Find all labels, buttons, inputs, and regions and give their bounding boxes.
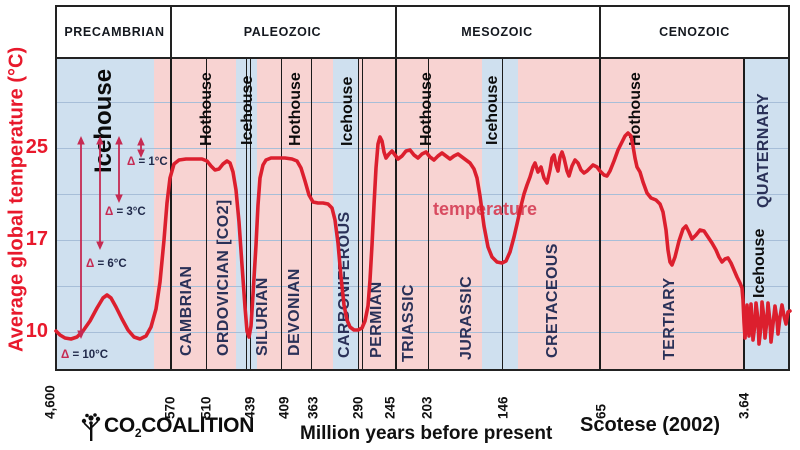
icehouse-label: Icehouse bbox=[239, 75, 256, 145]
period-boundary-line bbox=[358, 57, 359, 371]
y-tick-label: 25 bbox=[25, 136, 48, 158]
period-label-quaternary: QUATERNARY bbox=[755, 92, 772, 208]
co2-coalition-logo: CO2COALITION bbox=[80, 412, 254, 442]
icehouse-label: Icehouse bbox=[484, 75, 501, 145]
y-tick-label: 17 bbox=[25, 228, 48, 250]
period-label-ordovician-co2: ORDOVICIAN [CO2] bbox=[215, 199, 232, 356]
x-tick-label: 439 bbox=[242, 396, 258, 419]
period-label-triassic: TRIASSIC bbox=[400, 284, 417, 362]
x-tick-label: 570 bbox=[162, 396, 178, 419]
delta-value: = 1°C bbox=[135, 156, 168, 168]
icehouse-label: Icehouse bbox=[751, 228, 768, 298]
x-tick-label: 3.64 bbox=[736, 392, 752, 419]
period-label-devonian: DEVONIAN bbox=[286, 268, 303, 356]
hothouse-label: Hothouse bbox=[287, 72, 304, 146]
x-tick-label: 290 bbox=[350, 396, 366, 419]
x-axis-title: Million years before present bbox=[300, 423, 553, 444]
y-tick-label: 10 bbox=[25, 320, 48, 342]
period-boundary-line bbox=[170, 57, 172, 371]
gridline bbox=[55, 240, 790, 241]
period-boundary-line bbox=[311, 57, 312, 371]
delta-value: = 10°C bbox=[69, 349, 109, 361]
period-boundary-line bbox=[599, 57, 601, 371]
hothouse-label: Hothouse bbox=[627, 72, 644, 146]
delta-value: = 6°C bbox=[94, 258, 127, 270]
delta-value: = 3°C bbox=[113, 206, 146, 218]
x-tick-label: 409 bbox=[276, 396, 292, 419]
gridline bbox=[55, 102, 790, 103]
era-header-paleozoic: PALEOZOIC bbox=[243, 25, 322, 39]
period-label-cretaceous: CRETACEOUS bbox=[544, 243, 561, 358]
period-label-tertiary: TERTIARY bbox=[661, 277, 678, 360]
era-divider bbox=[395, 7, 397, 57]
x-tick-label: 203 bbox=[419, 396, 435, 419]
delta-label: Δ = 1°C bbox=[127, 156, 168, 168]
x-tick-label: 65 bbox=[593, 403, 609, 419]
delta-label: Δ = 10°C bbox=[61, 349, 108, 361]
temperature-curve-label: temperature bbox=[433, 199, 538, 219]
x-tick-label: 146 bbox=[495, 396, 511, 419]
period-label-silurian: SILURIAN bbox=[254, 277, 271, 356]
period-label-permian: PERMIAN bbox=[368, 281, 385, 358]
icehouse-label: Icehouse bbox=[90, 68, 117, 173]
era-header-cenozoic: CENOZOIC bbox=[659, 25, 730, 39]
period-boundary-line bbox=[362, 57, 363, 371]
period-boundary-line bbox=[395, 57, 397, 371]
y-axis-title: Average global temperature (°C) bbox=[5, 46, 28, 352]
era-header-precambrian: PRECAMBRIAN bbox=[64, 25, 165, 39]
x-tick-label: 4,600 bbox=[42, 385, 58, 419]
gridline bbox=[55, 332, 790, 333]
delta-label: Δ = 3°C bbox=[105, 206, 146, 218]
gridline bbox=[55, 286, 790, 287]
era-divider bbox=[170, 7, 172, 57]
period-boundary-line bbox=[743, 57, 745, 371]
delta-label: Δ = 6°C bbox=[86, 258, 127, 270]
source-citation: Scotese (2002) bbox=[580, 414, 721, 436]
co2coalition-logo-text: CO2COALITION bbox=[104, 413, 255, 441]
hothouse-label: Hothouse bbox=[198, 72, 215, 146]
co2coalition-tree-icon bbox=[81, 413, 101, 441]
x-tick-label: 510 bbox=[198, 396, 214, 419]
gridline bbox=[55, 194, 790, 195]
era-header-mesozoic: MESOZOIC bbox=[461, 25, 533, 39]
period-boundary-line bbox=[281, 57, 282, 371]
delta-symbol: Δ bbox=[61, 349, 70, 361]
period-label-jurassic: JURASSIC bbox=[458, 275, 475, 360]
icehouse-label: Icehouse bbox=[339, 76, 356, 146]
x-tick-label: 245 bbox=[382, 396, 398, 419]
era-header-row: PRECAMBRIAN PALEOZOIC MESOZOIC CENOZOIC bbox=[55, 5, 790, 59]
period-label-cambrian: CAMBRIAN bbox=[178, 265, 195, 356]
era-divider bbox=[599, 7, 601, 57]
x-tick-label: 363 bbox=[305, 396, 321, 419]
hothouse-label: Hothouse bbox=[418, 72, 435, 146]
period-label-carboniferous: CARBONIFEROUS bbox=[336, 211, 353, 358]
gridline bbox=[55, 148, 790, 149]
